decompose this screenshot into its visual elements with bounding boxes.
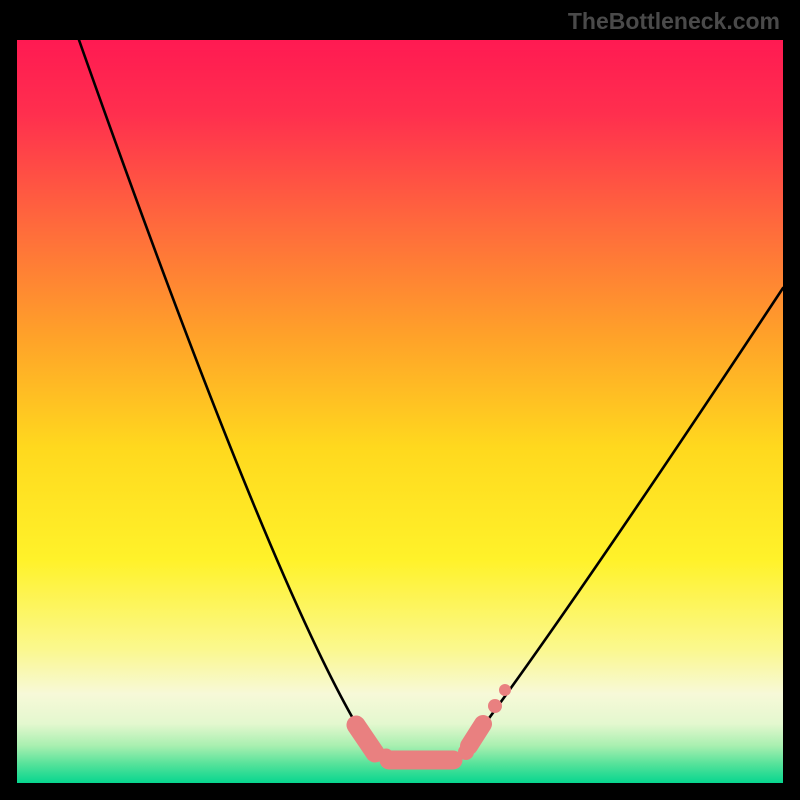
chart-frame: TheBottleneck.com — [0, 0, 800, 800]
right-curve — [473, 288, 783, 740]
bottom-marker-group — [356, 684, 511, 764]
watermark-text: TheBottleneck.com — [568, 8, 780, 35]
curve-layer — [17, 40, 783, 783]
marker-dot — [488, 699, 502, 713]
marker-dot — [499, 684, 511, 696]
plot-area — [17, 40, 783, 783]
marker-capsule — [356, 725, 375, 753]
marker-capsule — [469, 724, 483, 746]
left-curve — [79, 40, 367, 742]
